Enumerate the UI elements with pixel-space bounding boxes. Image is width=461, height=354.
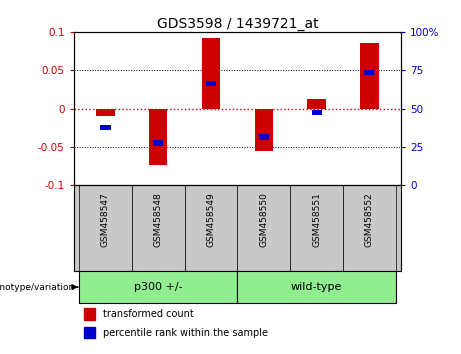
Bar <box>364 70 374 75</box>
Text: percentile rank within the sample: percentile rank within the sample <box>103 328 268 338</box>
Bar <box>237 185 290 272</box>
Bar <box>79 272 237 303</box>
Bar <box>83 308 95 320</box>
Bar <box>254 109 273 151</box>
Text: p300 +/-: p300 +/- <box>134 282 183 292</box>
Bar <box>96 109 115 116</box>
Bar <box>184 185 237 272</box>
Bar <box>307 99 326 109</box>
Title: GDS3598 / 1439721_at: GDS3598 / 1439721_at <box>157 17 318 31</box>
Bar <box>153 141 163 146</box>
Bar <box>259 134 269 139</box>
Text: GSM458552: GSM458552 <box>365 192 374 247</box>
Bar <box>132 185 184 272</box>
Bar <box>100 125 111 130</box>
Bar <box>312 110 322 115</box>
Bar <box>149 109 167 165</box>
Text: GSM458549: GSM458549 <box>207 192 216 247</box>
Text: GSM458550: GSM458550 <box>259 192 268 247</box>
Bar <box>237 272 396 303</box>
Bar <box>79 185 132 272</box>
Bar <box>360 43 378 109</box>
Bar <box>343 185 396 272</box>
Text: transformed count: transformed count <box>103 309 194 319</box>
Bar <box>206 81 216 86</box>
Bar <box>83 327 95 338</box>
Text: GSM458551: GSM458551 <box>312 192 321 247</box>
Text: GSM458548: GSM458548 <box>154 192 163 247</box>
Text: genotype/variation: genotype/variation <box>0 282 75 292</box>
Text: wild-type: wild-type <box>291 282 342 292</box>
Bar <box>290 185 343 272</box>
Text: GSM458547: GSM458547 <box>101 192 110 247</box>
Bar <box>202 38 220 109</box>
